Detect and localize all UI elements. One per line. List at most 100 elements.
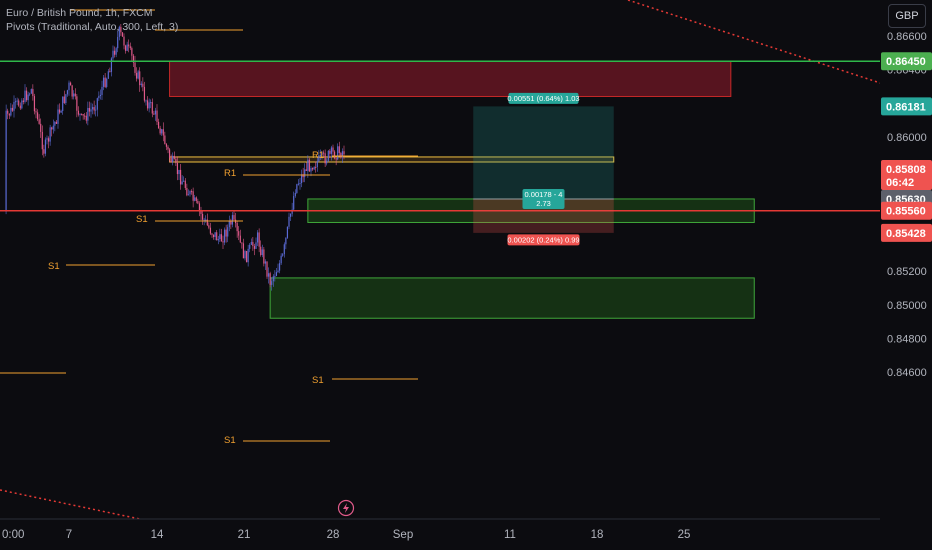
candle-body [54, 121, 56, 126]
position-tool[interactable]: 0.00551 (0.64%) 1.03 0.00202 (0.24%) 0.99… [473, 92, 614, 246]
candle-body [41, 131, 43, 150]
candle-body [32, 89, 34, 97]
price-axis-background [880, 0, 932, 550]
candle-body [80, 113, 83, 115]
candle-body [269, 273, 271, 285]
candle-body [214, 232, 216, 237]
candle-body [129, 46, 131, 49]
indicator-title[interactable]: Pivots (Traditional, Auto, 300, Left, 3) [6, 21, 179, 33]
candle-body [102, 77, 105, 87]
price-badge-bg [881, 223, 932, 242]
candle-body [283, 244, 285, 255]
candles-layer [5, 24, 345, 291]
candle-body [87, 107, 89, 121]
candle-body [260, 246, 262, 256]
candle-body [253, 246, 256, 249]
candle-body [223, 229, 226, 243]
candle-body [71, 85, 73, 97]
candle-body [310, 168, 312, 172]
price-badge-bg [881, 201, 932, 220]
candle-body [167, 146, 169, 150]
candle-body [121, 32, 124, 37]
candle-body [124, 45, 127, 51]
candle-body [326, 160, 328, 164]
candle-body [38, 119, 40, 124]
chart-legend: Euro / British Pound, 1h, FXCM Pivots (T… [6, 6, 178, 34]
time-axis[interactable]: 0:00 7 14 21 28 Sep 11 18 25 [2, 529, 690, 541]
candle-body [230, 221, 232, 225]
candle-body [219, 234, 221, 240]
candle-body [7, 110, 9, 114]
position-center-label-text: 0.00178 - 4 [525, 190, 563, 199]
candle-body [327, 150, 329, 161]
flash-icon[interactable] [337, 499, 355, 517]
candle-body [299, 183, 301, 185]
candle-body [173, 155, 175, 159]
candle-body [335, 158, 337, 160]
candle-body [296, 184, 298, 193]
candle-body [264, 261, 267, 264]
candle-body [148, 102, 150, 109]
price-badge-label: 0.85808 [886, 164, 926, 176]
candle-body [255, 242, 257, 249]
symbol-title[interactable]: Euro / British Pound, 1h, FXCM [6, 7, 153, 19]
candle-body [10, 107, 12, 116]
price-tick-label: 0.86000 [887, 132, 927, 144]
candle-body [99, 94, 102, 96]
candle-body [107, 71, 109, 79]
candle-body [289, 213, 292, 217]
candle-body [189, 191, 191, 195]
candle-body [300, 174, 303, 184]
pivot-label: R1 [312, 150, 324, 161]
candle-body [305, 169, 307, 171]
candle-body [341, 151, 344, 158]
candle-body [316, 161, 318, 168]
candle-body [220, 234, 223, 242]
candle-body [271, 281, 273, 285]
candle-body [176, 162, 179, 175]
candle-body [340, 153, 342, 158]
trend-line-lower [0, 489, 141, 520]
candle-body [285, 237, 287, 245]
candle-body [101, 86, 103, 95]
candle-body [217, 239, 219, 241]
candle-body [146, 100, 149, 109]
price-badge-bg [881, 160, 932, 191]
candle-body [120, 26, 122, 33]
candle-body [161, 129, 163, 134]
candle-body [165, 144, 168, 147]
candle-body [91, 107, 94, 110]
candle-body [280, 255, 282, 264]
candle-body [21, 100, 23, 109]
price-badge-sublabel: 06:42 [886, 177, 914, 189]
price-tick-label: 0.84600 [887, 367, 927, 379]
candle-body [208, 225, 210, 228]
candle-body [307, 159, 309, 171]
pivot-label: S1 [312, 375, 324, 386]
candle-body [74, 93, 76, 97]
candle-body [263, 249, 265, 264]
pivot-label: R1 [224, 168, 236, 179]
candle-body [109, 71, 111, 73]
candle-body [79, 113, 81, 115]
candle-body [11, 107, 14, 111]
candle-body [313, 167, 315, 170]
position-stop-label-bg [507, 234, 580, 246]
price-badge-label: 0.86181 [886, 101, 926, 113]
candle-body [85, 115, 87, 121]
candle-body [13, 101, 15, 111]
candle-body [175, 158, 177, 163]
candle-body [311, 168, 314, 170]
candle-body [58, 109, 61, 113]
currency-button[interactable]: GBP [888, 4, 926, 28]
candle-body [238, 231, 240, 236]
candle-body [66, 90, 69, 95]
candle-body [51, 127, 53, 130]
candle-body [33, 96, 36, 112]
candle-body [104, 77, 106, 87]
price-badge-label: 0.85428 [886, 228, 926, 240]
candle-body [195, 197, 197, 202]
candle-body [135, 72, 138, 79]
candle-body [206, 219, 208, 226]
